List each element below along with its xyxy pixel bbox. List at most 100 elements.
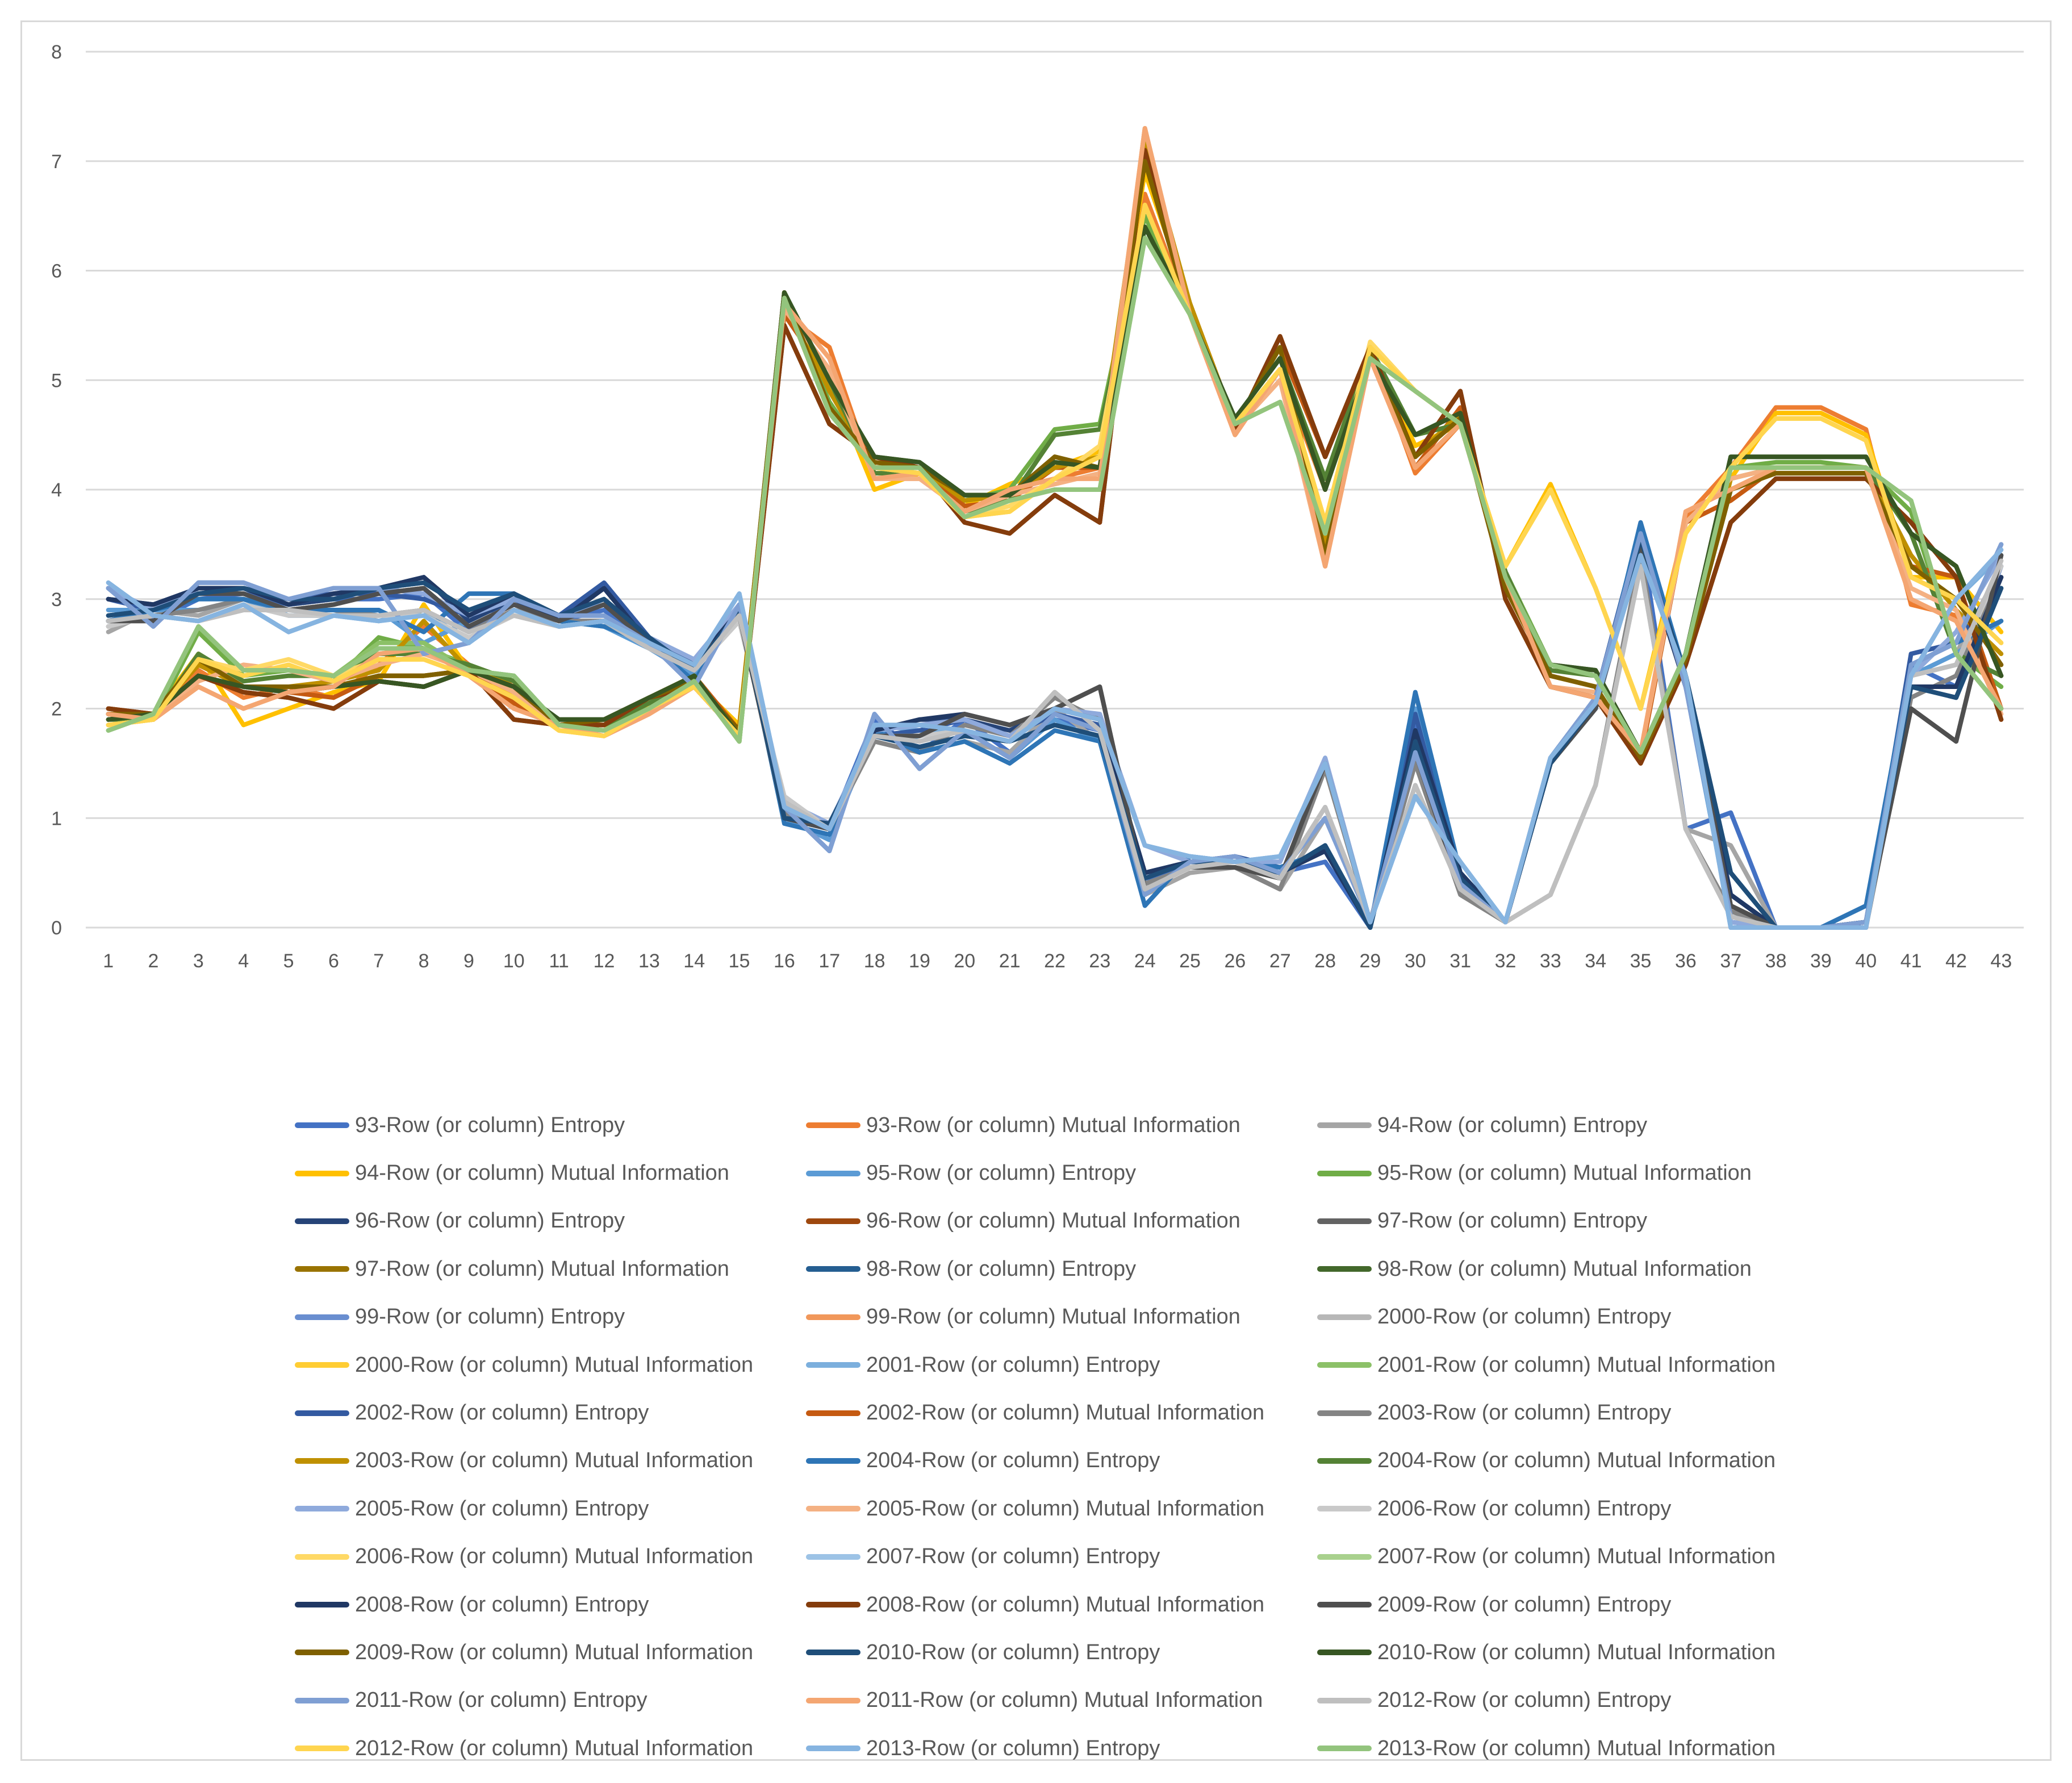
x-tick-label: 34 xyxy=(1585,950,1606,972)
legend-item: 2002-Row (or column) Mutual Information xyxy=(806,1389,1317,1437)
legend-swatch xyxy=(295,1410,349,1416)
legend-item: 2012-Row (or column) Mutual Information xyxy=(295,1724,806,1772)
legend-item: 97-Row (or column) Mutual Information xyxy=(295,1245,806,1293)
series-line-39 xyxy=(106,202,2004,738)
legend-item: 95-Row (or column) Entropy xyxy=(806,1149,1317,1197)
legend-item: 2012-Row (or column) Entropy xyxy=(1317,1677,1828,1724)
series-line-8 xyxy=(106,542,2004,930)
legend-item: 98-Row (or column) Entropy xyxy=(806,1245,1317,1293)
legend-item: 2004-Row (or column) Mutual Information xyxy=(1317,1437,1828,1485)
legend-label: 95-Row (or column) Mutual Information xyxy=(1377,1161,1752,1185)
legend-label: 2010-Row (or column) Entropy xyxy=(866,1640,1160,1664)
series-line-21 xyxy=(106,137,2004,761)
x-tick-label: 7 xyxy=(373,950,384,972)
legend-swatch xyxy=(806,1314,860,1320)
legend-swatch xyxy=(295,1170,349,1176)
x-tick-label: 10 xyxy=(503,950,525,972)
legend-swatch xyxy=(1317,1218,1372,1224)
legend-label: 95-Row (or column) Entropy xyxy=(866,1161,1137,1185)
legend-swatch xyxy=(806,1362,860,1368)
legend-swatch xyxy=(806,1602,860,1608)
legend-swatch xyxy=(1317,1554,1372,1560)
legend-item: 97-Row (or column) Entropy xyxy=(1317,1197,1828,1245)
legend-item: 2001-Row (or column) Mutual Information xyxy=(1317,1341,1828,1389)
legend-label: 2000-Row (or column) Mutual Information xyxy=(355,1352,754,1377)
series-line-1 xyxy=(106,191,2004,755)
legend-label: 2008-Row (or column) Entropy xyxy=(355,1592,649,1617)
legend-label: 2000-Row (or column) Entropy xyxy=(1377,1305,1672,1329)
legend-swatch xyxy=(295,1314,349,1320)
y-tick-label: 1 xyxy=(51,808,62,829)
legend-item: 2010-Row (or column) Mutual Information xyxy=(1317,1628,1828,1676)
legend-label: 97-Row (or column) Entropy xyxy=(1377,1209,1648,1233)
legend-item: 96-Row (or column) Entropy xyxy=(295,1197,806,1245)
legend-label: 98-Row (or column) Entropy xyxy=(866,1256,1137,1281)
y-tick-label: 2 xyxy=(51,699,62,720)
legend-item: 2006-Row (or column) Entropy xyxy=(1317,1485,1828,1533)
x-tick-label: 42 xyxy=(1945,950,1967,972)
legend-label: 93-Row (or column) Entropy xyxy=(355,1113,625,1137)
x-tick-label: 15 xyxy=(729,950,750,972)
legend-item: 2003-Row (or column) Mutual Information xyxy=(295,1437,806,1485)
legend-label: 2002-Row (or column) Mutual Information xyxy=(866,1401,1265,1425)
legend-item: 2011-Row (or column) Entropy xyxy=(295,1677,806,1724)
x-tick-label: 27 xyxy=(1269,950,1291,972)
legend-label: 93-Row (or column) Mutual Information xyxy=(866,1113,1240,1137)
legend-item: 95-Row (or column) Mutual Information xyxy=(1317,1149,1828,1197)
legend-swatch xyxy=(295,1362,349,1368)
x-tick-label: 13 xyxy=(638,950,660,972)
legend-item: 2009-Row (or column) Mutual Information xyxy=(295,1628,806,1676)
legend-item: 2013-Row (or column) Entropy xyxy=(806,1724,1317,1772)
series-line-38 xyxy=(106,558,2004,930)
x-tick-label: 17 xyxy=(818,950,840,972)
legend-label: 2001-Row (or column) Mutual Information xyxy=(1377,1352,1776,1377)
x-tick-label: 29 xyxy=(1360,950,1381,972)
series-line-41 xyxy=(106,235,2004,755)
legend-item: 98-Row (or column) Mutual Information xyxy=(1317,1245,1828,1293)
legend-item: 2011-Row (or column) Mutual Information xyxy=(806,1677,1317,1724)
y-axis-ticks: 0 1 2 3 4 5 6 7 8 xyxy=(51,41,62,939)
y-tick-label: 0 xyxy=(51,917,62,939)
x-tick-label: 21 xyxy=(999,950,1021,972)
x-tick-label: 4 xyxy=(238,950,249,972)
legend-label: 97-Row (or column) Mutual Information xyxy=(355,1256,729,1281)
x-tick-label: 35 xyxy=(1630,950,1652,972)
legend-item: 2000-Row (or column) Mutual Information xyxy=(295,1341,806,1389)
legend-label: 2006-Row (or column) Entropy xyxy=(1377,1496,1672,1521)
legend-swatch xyxy=(295,1697,349,1703)
legend-swatch xyxy=(295,1506,349,1512)
legend-label: 2009-Row (or column) Mutual Information xyxy=(355,1640,754,1664)
legend-swatch xyxy=(1317,1170,1372,1176)
legend-label: 99-Row (or column) Mutual Information xyxy=(866,1305,1240,1329)
legend-item: 2005-Row (or column) Mutual Information xyxy=(806,1485,1317,1533)
legend-label: 96-Row (or column) Entropy xyxy=(355,1209,625,1233)
legend-label: 2007-Row (or column) Mutual Information xyxy=(1377,1544,1776,1569)
x-tick-label: 2 xyxy=(148,950,159,972)
legend-item: 2002-Row (or column) Entropy xyxy=(295,1389,806,1437)
x-tick-label: 12 xyxy=(594,950,615,972)
legend-item: 99-Row (or column) Mutual Information xyxy=(806,1293,1317,1341)
legend-label: 2003-Row (or column) Mutual Information xyxy=(355,1448,754,1473)
legend-item: 2000-Row (or column) Entropy xyxy=(1317,1293,1828,1341)
legend-label: 96-Row (or column) Mutual Information xyxy=(866,1209,1240,1233)
legend-swatch xyxy=(806,1746,860,1752)
x-axis-ticks: 1 2 3 4 5 6 7 8 9 10 11 12 13 14 15 16 17 18 19 20 21 22 23 24 2… xyxy=(103,950,2012,972)
y-tick-label: 7 xyxy=(51,151,62,173)
legend-label: 2010-Row (or column) Mutual Information xyxy=(1377,1640,1776,1664)
legend-label: 2004-Row (or column) Mutual Information xyxy=(1377,1448,1776,1473)
legend-item: 2001-Row (or column) Entropy xyxy=(806,1341,1317,1389)
x-tick-label: 16 xyxy=(774,950,795,972)
x-tick-label: 5 xyxy=(283,950,294,972)
legend-item: 2006-Row (or column) Mutual Information xyxy=(295,1533,806,1581)
x-tick-label: 30 xyxy=(1405,950,1426,972)
x-tick-label: 3 xyxy=(193,950,204,972)
series-line-33 xyxy=(106,158,2004,761)
x-tick-label: 36 xyxy=(1675,950,1697,972)
legend-swatch xyxy=(1317,1362,1372,1368)
legend-item: 2008-Row (or column) Entropy xyxy=(295,1581,806,1628)
x-tick-label: 28 xyxy=(1314,950,1336,972)
legend-label: 2001-Row (or column) Entropy xyxy=(866,1352,1160,1377)
y-tick-label: 8 xyxy=(51,41,62,63)
x-tick-label: 40 xyxy=(1855,950,1877,972)
